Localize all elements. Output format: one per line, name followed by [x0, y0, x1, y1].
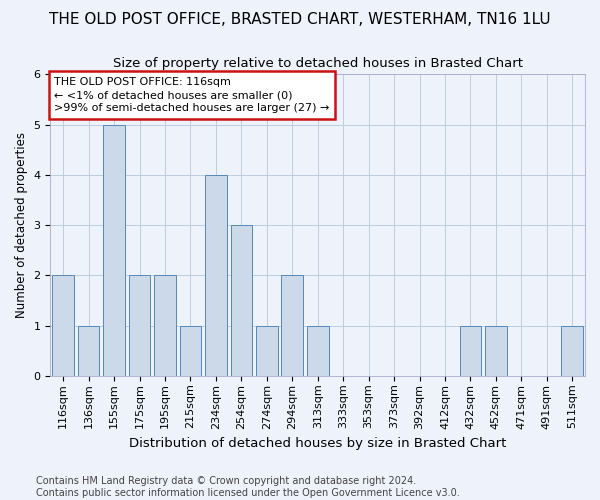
Title: Size of property relative to detached houses in Brasted Chart: Size of property relative to detached ho…: [113, 58, 523, 70]
Bar: [128, 276, 151, 376]
Bar: [230, 225, 252, 376]
Text: Contains HM Land Registry data © Crown copyright and database right 2024.
Contai: Contains HM Land Registry data © Crown c…: [36, 476, 460, 498]
Bar: [205, 175, 227, 376]
Y-axis label: Number of detached properties: Number of detached properties: [15, 132, 28, 318]
Bar: [78, 326, 100, 376]
X-axis label: Distribution of detached houses by size in Brasted Chart: Distribution of detached houses by size …: [129, 437, 506, 450]
Bar: [52, 276, 74, 376]
Bar: [485, 326, 507, 376]
Bar: [562, 326, 583, 376]
Text: THE OLD POST OFFICE, BRASTED CHART, WESTERHAM, TN16 1LU: THE OLD POST OFFICE, BRASTED CHART, WEST…: [49, 12, 551, 28]
Text: THE OLD POST OFFICE: 116sqm
← <1% of detached houses are smaller (0)
>99% of sem: THE OLD POST OFFICE: 116sqm ← <1% of det…: [54, 77, 329, 114]
Bar: [179, 326, 201, 376]
Bar: [460, 326, 481, 376]
Bar: [154, 276, 176, 376]
Bar: [307, 326, 329, 376]
Bar: [103, 124, 125, 376]
Bar: [256, 326, 278, 376]
Bar: [281, 276, 303, 376]
